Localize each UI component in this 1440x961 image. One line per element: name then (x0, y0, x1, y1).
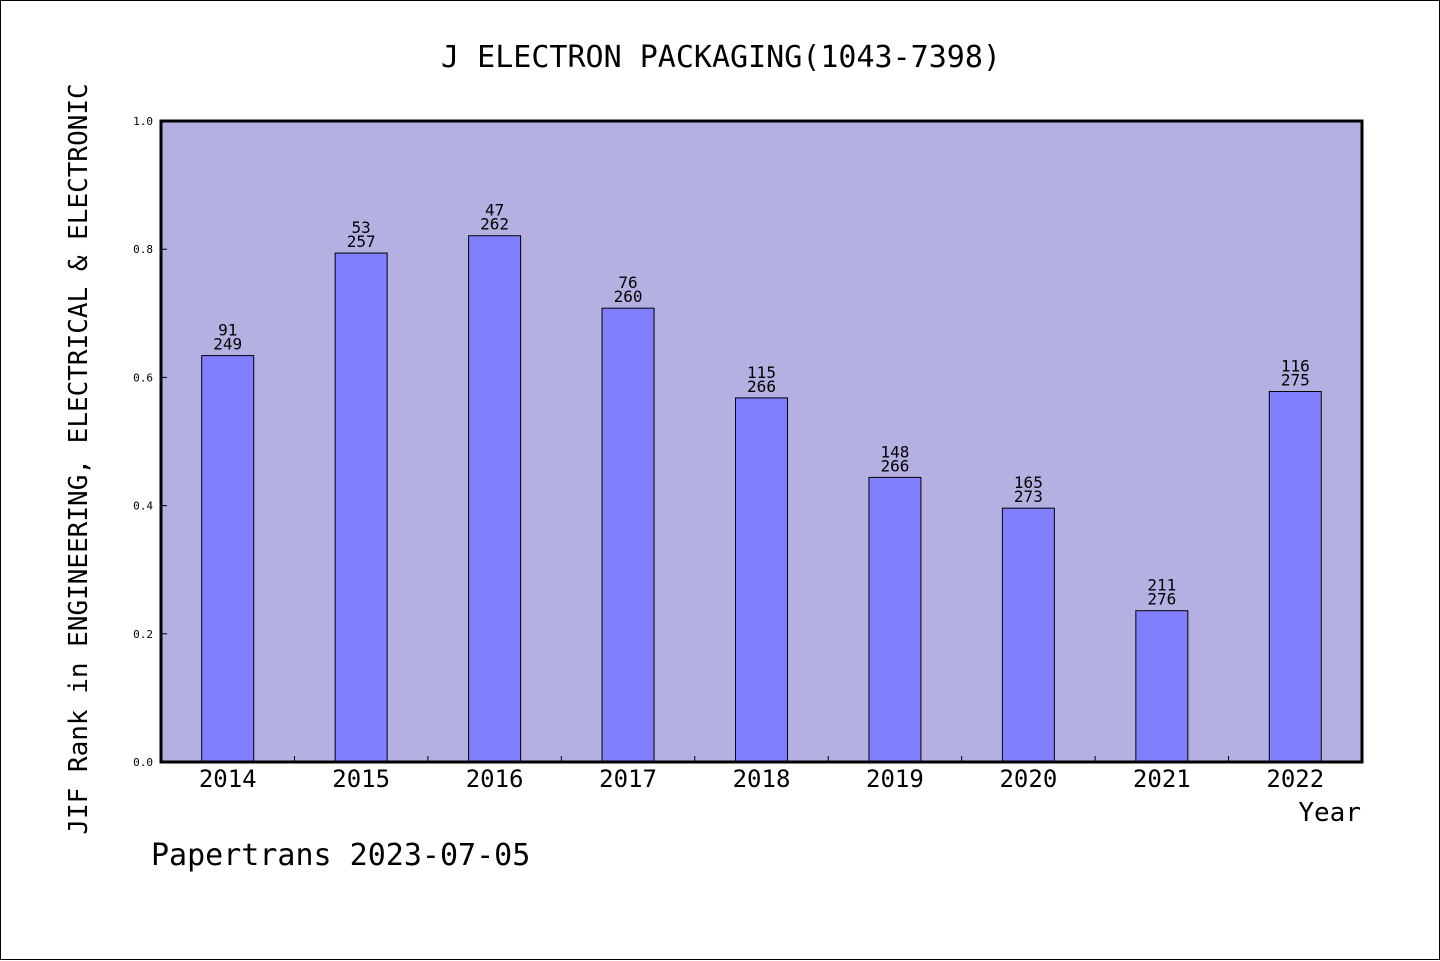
x-axis-title: Year (1298, 798, 1361, 828)
data-label-total-2019: 266 (880, 456, 909, 475)
bar-2014 (201, 355, 255, 763)
y-tick-label: 0.2 (133, 628, 153, 641)
data-label-rank-2016: 47 (485, 201, 504, 220)
data-label-rank-2017: 76 (618, 273, 637, 292)
data-label-total-2016: 262 (480, 215, 509, 234)
y-tick-label: 1.0 (133, 115, 153, 128)
footer-credit: Papertrans 2023-07-05 (151, 838, 530, 873)
y-tick-label: 0.6 (133, 371, 153, 384)
data-label-group: 9124953257472627626011526614826616527321… (213, 201, 1309, 609)
data-label-rank-2015: 53 (352, 218, 371, 237)
bar-group (201, 235, 1322, 763)
bar-2015 (334, 252, 388, 763)
x-tick-label-2015: 2015 (332, 765, 390, 793)
data-label-rank-2018: 115 (747, 363, 776, 382)
x-axis: 2014 2015 2016 2017 2018 2019 2020 2021 2022 (199, 756, 1324, 793)
data-label-total-2017: 260 (614, 287, 643, 306)
x-tick-label-2018: 2018 (733, 765, 791, 793)
x-tick-label-2014: 2014 (199, 765, 257, 793)
x-tick-label-2021: 2021 (1133, 765, 1191, 793)
bar-2016 (468, 235, 522, 763)
data-label-rank-2020: 165 (1014, 473, 1043, 492)
data-label-total-2020: 273 (1014, 487, 1043, 506)
y-axis-title: JIF Rank in ENGINEERING, ELECTRICAL & EL… (64, 83, 94, 834)
x-tick-label-2022: 2022 (1266, 765, 1324, 793)
data-label-rank-2021: 211 (1147, 576, 1176, 595)
bar-2018 (735, 397, 788, 763)
x-tick-label-2017: 2017 (599, 765, 657, 793)
chart-title: J ELECTRON PACKAGING(1043-7398) (441, 40, 1001, 75)
data-label-total-2018: 266 (747, 377, 776, 396)
data-label-total-2022: 275 (1281, 371, 1310, 390)
x-tick-label-2019: 2019 (866, 765, 924, 793)
y-tick-label: 0.8 (133, 243, 153, 256)
x-tick-label-2020: 2020 (999, 765, 1057, 793)
data-label-total-2021: 276 (1147, 590, 1176, 609)
bar-2021 (1135, 610, 1189, 763)
data-label-rank-2019: 148 (880, 442, 909, 461)
bar-2020 (1001, 507, 1055, 763)
bar-2022 (1268, 391, 1322, 763)
plot-border (159, 119, 1364, 764)
y-axis: 0.0 0.2 0.4 0.6 0.8 1.0 (133, 115, 167, 769)
y-tick-label: 0.0 (133, 756, 153, 769)
data-label-rank-2014: 91 (218, 321, 237, 340)
bar-2017 (601, 307, 655, 763)
bar-2019 (868, 476, 922, 763)
data-label-total-2015: 257 (347, 232, 376, 251)
x-tick-label-2016: 2016 (466, 765, 524, 793)
data-label-rank-2022: 116 (1281, 357, 1310, 376)
data-label-total-2014: 249 (213, 335, 242, 354)
y-tick-label: 0.4 (133, 500, 153, 513)
